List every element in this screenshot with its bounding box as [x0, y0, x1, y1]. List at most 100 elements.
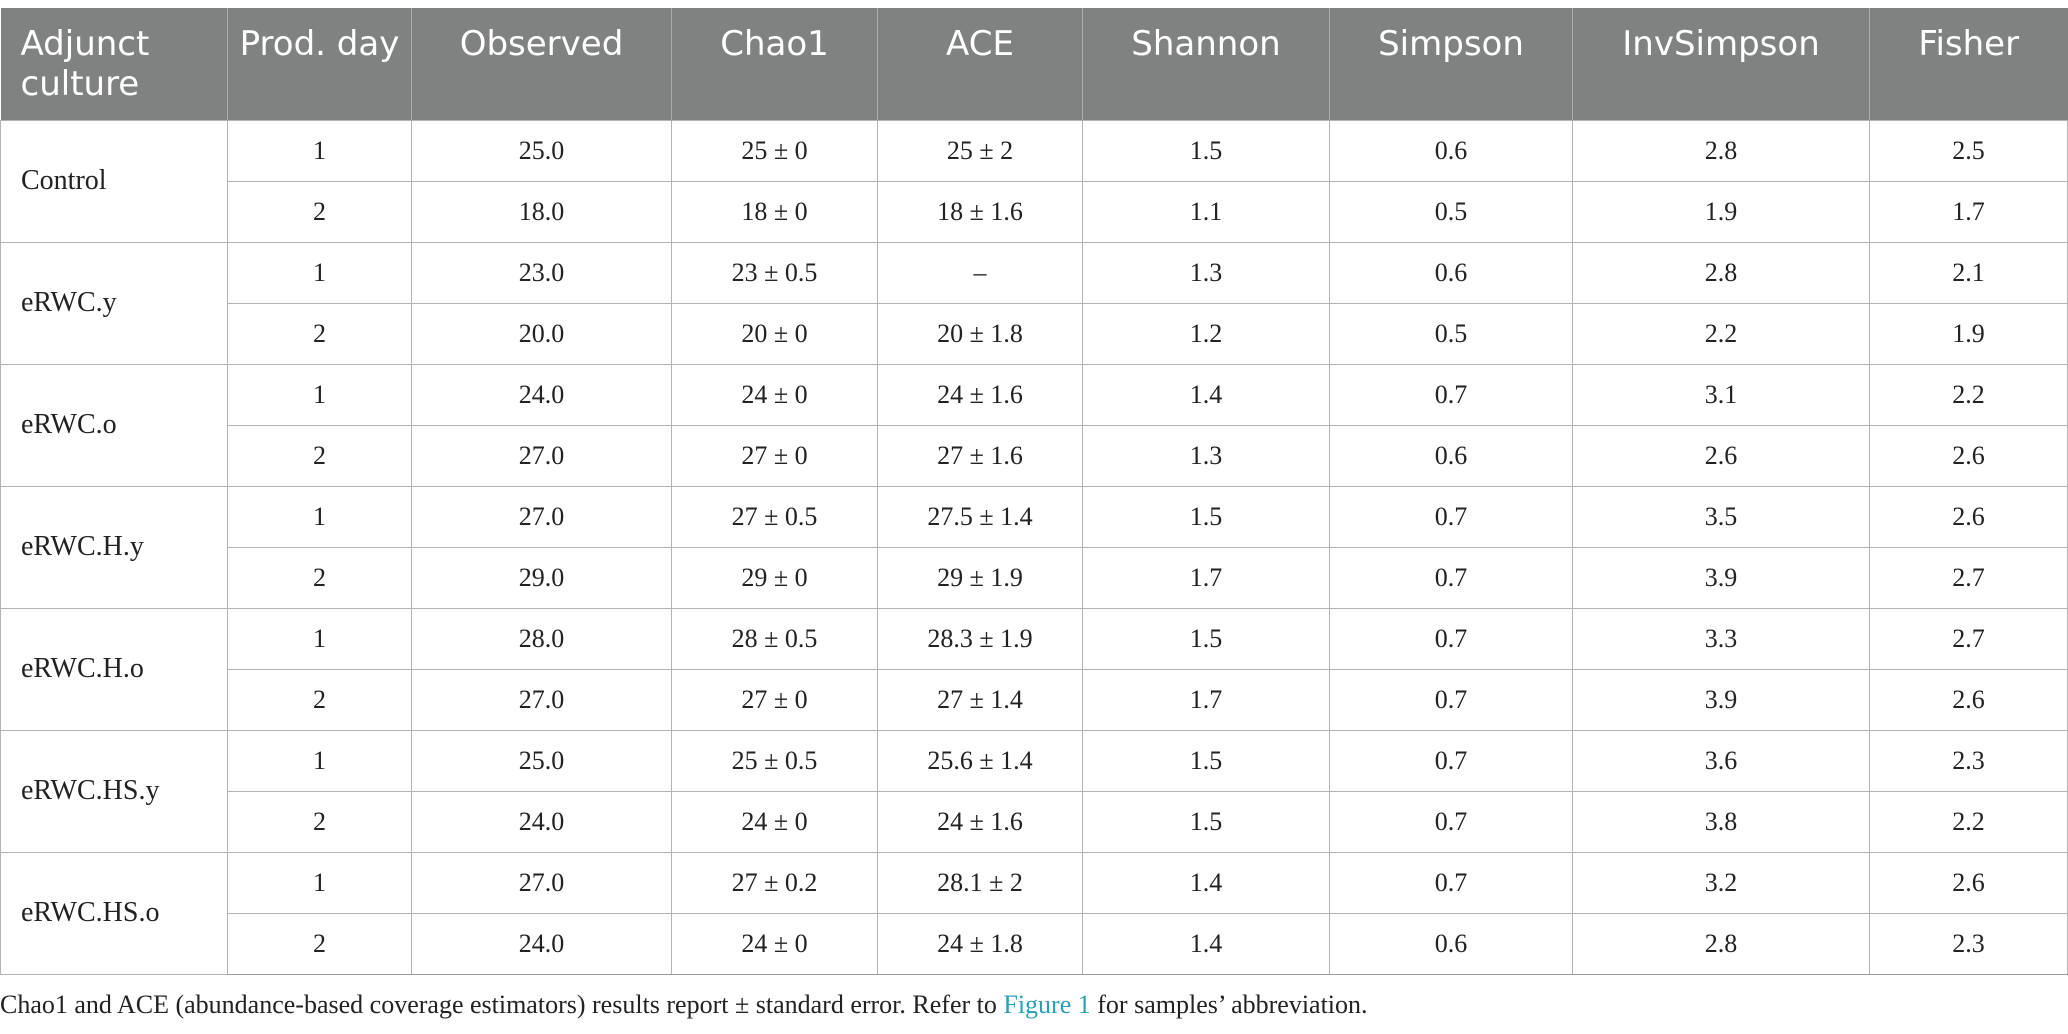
invsimpson-cell: 3.5	[1572, 485, 1870, 548]
chao1-cell: 25 ± 0	[671, 119, 878, 182]
figure-1-link[interactable]: Figure 1	[1003, 990, 1091, 1019]
prod-day-cell: 2	[227, 546, 412, 609]
group-name-cell: eRWC.H.y	[0, 485, 228, 609]
table-row: 2 20.0 20 ± 0 20 ± 1.8 1.2 0.5 2.2 1.9	[1, 302, 2068, 365]
chao1-cell: 24 ± 0	[671, 363, 878, 426]
observed-cell: 24.0	[411, 912, 672, 975]
simpson-cell: 0.5	[1329, 302, 1573, 365]
table-row: 2 27.0 27 ± 0 27 ± 1.4 1.7 0.7 3.9 2.6	[1, 668, 2068, 731]
header-shannon: Shannon	[1082, 8, 1330, 120]
invsimpson-cell: 2.8	[1572, 912, 1870, 975]
prod-day-cell: 2	[227, 180, 412, 243]
invsimpson-cell: 2.6	[1572, 424, 1870, 487]
ace-cell: –	[877, 241, 1083, 304]
group-name-cell: eRWC.H.o	[0, 607, 228, 731]
table-row: 2 29.0 29 ± 0 29 ± 1.9 1.7 0.7 3.9 2.7	[1, 546, 2068, 609]
simpson-cell: 0.7	[1329, 790, 1573, 853]
shannon-cell: 1.2	[1082, 302, 1330, 365]
table-row: eRWC.HS.o 1 27.0 27 ± 0.2 28.1 ± 2 1.4 0.7 3.2 2…	[0, 851, 2068, 975]
invsimpson-cell: 3.3	[1572, 607, 1870, 670]
simpson-cell: 0.7	[1329, 668, 1573, 731]
shannon-cell: 1.3	[1082, 424, 1330, 487]
chao1-cell: 29 ± 0	[671, 546, 878, 609]
simpson-cell: 0.6	[1329, 119, 1573, 182]
ace-cell: 25.6 ± 1.4	[877, 729, 1083, 792]
simpson-cell: 0.7	[1329, 851, 1573, 914]
fisher-cell: 2.2	[1869, 790, 2068, 853]
observed-cell: 27.0	[411, 851, 672, 914]
prod-day-cell: 2	[227, 668, 412, 731]
prod-day-cell: 2	[227, 302, 412, 365]
header-ace: ACE	[877, 8, 1083, 120]
ace-cell: 25 ± 2	[877, 119, 1083, 182]
chao1-cell: 20 ± 0	[671, 302, 878, 365]
ace-cell: 28.3 ± 1.9	[877, 607, 1083, 670]
table-row: 2 24.0 24 ± 0 24 ± 1.8 1.4 0.6 2.8 2.3	[1, 912, 2068, 975]
shannon-cell: 1.5	[1082, 485, 1330, 548]
invsimpson-cell: 3.9	[1572, 546, 1870, 609]
prod-day-cell: 2	[227, 424, 412, 487]
observed-cell: 28.0	[411, 607, 672, 670]
fisher-cell: 2.6	[1869, 485, 2068, 548]
fisher-cell: 2.7	[1869, 546, 2068, 609]
fisher-cell: 2.7	[1869, 607, 2068, 670]
invsimpson-cell: 3.6	[1572, 729, 1870, 792]
shannon-cell: 1.7	[1082, 546, 1330, 609]
prod-day-cell: 1	[227, 851, 412, 914]
table-row: Control 1 25.0 25 ± 0 25 ± 2 1.5 0.6 2.8 2.5	[0, 119, 2068, 243]
shannon-cell: 1.5	[1082, 790, 1330, 853]
fisher-cell: 1.9	[1869, 302, 2068, 365]
ace-cell: 27 ± 1.6	[877, 424, 1083, 487]
fisher-cell: 2.5	[1869, 119, 2068, 182]
fisher-cell: 2.3	[1869, 729, 2068, 792]
table-header: Adjunct culture Prod. day Observed Chao1…	[0, 8, 2068, 120]
simpson-cell: 0.7	[1329, 607, 1573, 670]
group-name-cell: eRWC.o	[0, 363, 228, 487]
header-invsimpson: InvSimpson	[1572, 8, 1870, 120]
observed-cell: 20.0	[411, 302, 672, 365]
observed-cell: 27.0	[411, 668, 672, 731]
shannon-cell: 1.7	[1082, 668, 1330, 731]
table-body: Control 1 25.0 25 ± 0 25 ± 2 1.5 0.6 2.8 2.5 2 18.…	[0, 119, 2068, 975]
prod-day-cell: 2	[227, 790, 412, 853]
fisher-cell: 2.6	[1869, 668, 2068, 731]
invsimpson-cell: 3.1	[1572, 363, 1870, 426]
simpson-cell: 0.7	[1329, 485, 1573, 548]
simpson-cell: 0.5	[1329, 180, 1573, 243]
ace-cell: 29 ± 1.9	[877, 546, 1083, 609]
fisher-cell: 2.2	[1869, 363, 2068, 426]
group-name-cell: eRWC.HS.o	[0, 851, 228, 975]
table-row: eRWC.H.o 1 28.0 28 ± 0.5 28.3 ± 1.9 1.5 0.7 3.3…	[0, 607, 2068, 731]
observed-cell: 27.0	[411, 485, 672, 548]
shannon-cell: 1.5	[1082, 607, 1330, 670]
table-row: eRWC.H.y 1 27.0 27 ± 0.5 27.5 ± 1.4 1.5 0.7 3.5…	[0, 485, 2068, 609]
prod-day-cell: 2	[227, 912, 412, 975]
header-chao1: Chao1	[671, 8, 878, 120]
prod-day-cell: 1	[227, 729, 412, 792]
ace-cell: 28.1 ± 2	[877, 851, 1083, 914]
group-name-cell: eRWC.y	[0, 241, 228, 365]
observed-cell: 18.0	[411, 180, 672, 243]
table-row: eRWC.y 1 23.0 23 ± 0.5–1.3 0.6 2.8 2.1	[0, 241, 2068, 365]
observed-cell: 29.0	[411, 546, 672, 609]
invsimpson-cell: 3.9	[1572, 668, 1870, 731]
observed-cell: 27.0	[411, 424, 672, 487]
simpson-cell: 0.7	[1329, 363, 1573, 426]
group-name-cell: eRWC.HS.y	[0, 729, 228, 853]
table-row: eRWC.o 1 24.0 24 ± 0 24 ± 1.6 1.4 0.7 3.1 2.2	[0, 363, 2068, 487]
chao1-cell: 23 ± 0.5	[671, 241, 878, 304]
invsimpson-cell: 2.8	[1572, 119, 1870, 182]
ace-cell: 24 ± 1.6	[877, 363, 1083, 426]
chao1-cell: 25 ± 0.5	[671, 729, 878, 792]
invsimpson-cell: 2.2	[1572, 302, 1870, 365]
group-name-cell: Control	[0, 119, 228, 243]
prod-day-cell: 1	[227, 119, 412, 182]
observed-cell: 25.0	[411, 119, 672, 182]
chao1-cell: 27 ± 0.2	[671, 851, 878, 914]
table-row: eRWC.HS.y 1 25.0 25 ± 0.5 25.6 ± 1.4 1.5 0.7 3.…	[0, 729, 2068, 853]
invsimpson-cell: 1.9	[1572, 180, 1870, 243]
chao1-cell: 18 ± 0	[671, 180, 878, 243]
invsimpson-cell: 2.8	[1572, 241, 1870, 304]
ace-cell: 18 ± 1.6	[877, 180, 1083, 243]
chao1-cell: 24 ± 0	[671, 790, 878, 853]
